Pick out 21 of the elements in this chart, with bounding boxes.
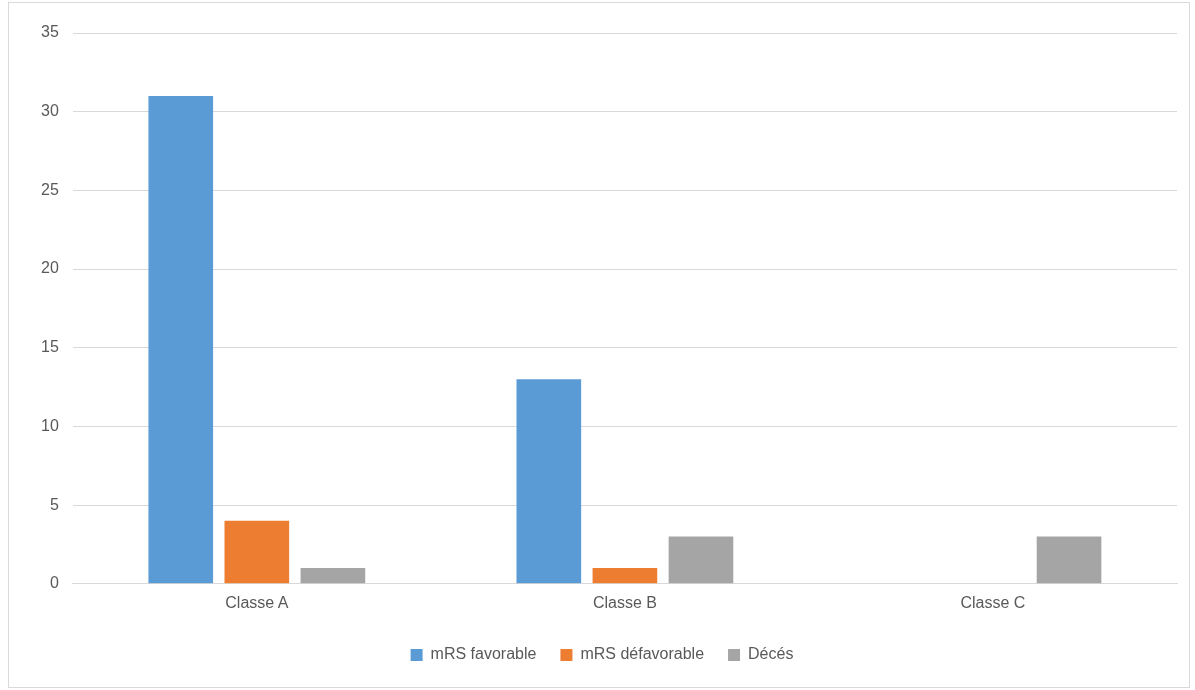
y-tick-label: 10: [41, 416, 59, 434]
bar: [516, 379, 582, 584]
y-tick-label: 35: [41, 23, 59, 41]
y-tick-label: 5: [49, 495, 59, 513]
y-tick-label: 20: [41, 259, 59, 277]
legend-label: mRS défavorable: [580, 645, 705, 663]
legend-label: Décés: [748, 645, 794, 663]
x-tick-label: Classe A: [225, 593, 289, 611]
y-tick-label: 25: [41, 180, 59, 198]
x-tick-label: Classe C: [960, 593, 1026, 611]
bar: [1036, 536, 1102, 584]
y-tick-label: 15: [41, 338, 59, 356]
y-tick-label: 0: [49, 574, 59, 592]
bar: [300, 568, 366, 584]
bar: [224, 520, 290, 584]
y-tick-label: 30: [41, 102, 59, 120]
legend-label: mRS favorable: [430, 645, 537, 663]
bar: [668, 536, 734, 584]
x-tick-label: Classe B: [592, 593, 657, 611]
bar: [592, 568, 658, 584]
bar: [148, 95, 214, 584]
